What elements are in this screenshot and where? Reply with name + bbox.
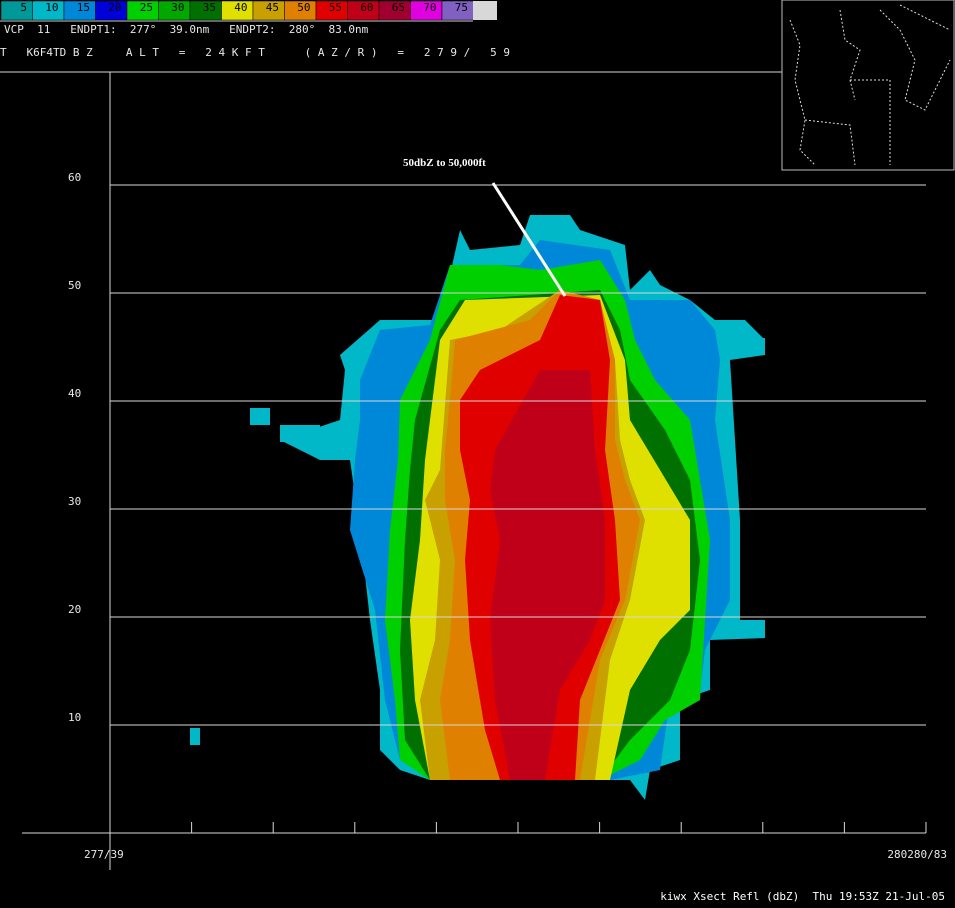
y-tick-label: 60 [68,171,81,184]
y-tick-label: 30 [68,495,81,508]
legend-label: 55 [329,1,342,14]
legend-label: 45 [266,1,279,14]
legend-label: 40 [234,1,247,14]
y-tick-label: 50 [68,279,81,292]
legend-label: 60 [360,1,373,14]
isolated-echo [280,425,320,442]
x-end-label: 280280/83 [887,848,947,861]
reflectivity-region [490,370,605,780]
axes: 60 50 40 30 20 10 [22,72,927,870]
header-line1: VCP 11 ENDPT1: 277° 39.0nm ENDPT2: 280° … [4,23,369,36]
isolated-echo [190,728,200,745]
legend-label: 20 [108,1,121,14]
y-tick-label: 20 [68,603,81,616]
legend-label: 15 [77,1,90,14]
header-line2: T K6F4TD B Z A L T = 2 4 K F T ( A Z / R… [0,46,510,59]
legend-label: 50 [297,1,310,14]
y-tick-label: 10 [68,711,81,724]
annotation-arrow [491,182,567,297]
legend-label: 30 [171,1,184,14]
legend-label: 10 [45,1,58,14]
map-inset [781,0,955,171]
legend-label: 25 [140,1,153,14]
map-frame [781,0,955,171]
legend-label: 35 [203,1,216,14]
legend-label: 65 [392,1,405,14]
state-lines [789,4,951,166]
legend-label: 75 [455,1,468,14]
color-legend: 5 10 15 20 25 30 35 40 45 50 55 60 65 70 75 [0,0,474,22]
legend-label: 5 [20,1,27,14]
reflectivity-core [190,215,765,800]
annotation: 50dbZ to 50,000ft [403,157,486,169]
isolated-echo [250,408,270,425]
legend-end-cell [473,1,497,20]
y-tick-label: 40 [68,387,81,400]
footer: kiwx Xsect Refl (dbZ) Thu 19:53Z 21-Jul-… [660,890,945,903]
legend-label: 70 [423,1,436,14]
isolated-echo [745,338,765,355]
legend-cell [0,0,33,21]
x-start-label: 277/39 [84,848,124,861]
